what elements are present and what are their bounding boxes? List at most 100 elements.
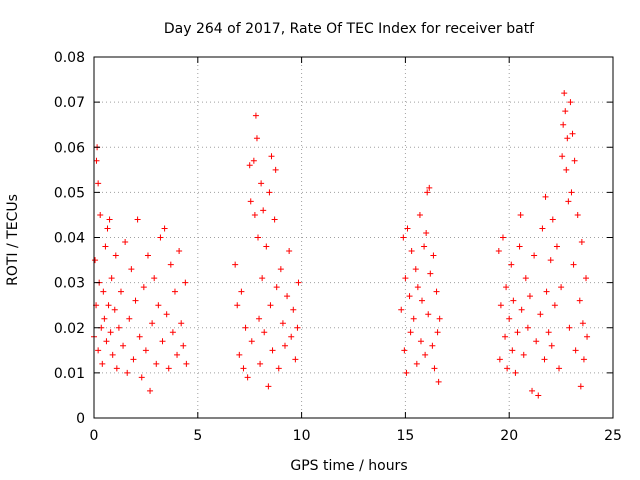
x-tick-label: 10 (293, 428, 311, 444)
data-point (522, 275, 529, 282)
data-point (426, 184, 433, 191)
data-point (107, 329, 114, 336)
data-point (292, 356, 299, 363)
data-point (412, 266, 419, 273)
data-point (109, 351, 116, 358)
data-point (547, 257, 554, 264)
y-tick-label: 0.07 (54, 95, 85, 111)
data-point (103, 338, 110, 345)
data-point (567, 99, 574, 106)
data-point (436, 315, 443, 322)
data-point (105, 302, 112, 309)
data-point (563, 166, 570, 173)
data-point (247, 198, 254, 205)
x-tick-label: 5 (193, 428, 202, 444)
data-point (545, 329, 552, 336)
data-point (134, 216, 141, 223)
data-point (560, 121, 567, 128)
y-tick-label: 0.05 (54, 185, 85, 201)
data-point (183, 360, 190, 367)
data-point (509, 347, 516, 354)
data-point (248, 338, 255, 345)
data-point (576, 297, 583, 304)
data-point (120, 342, 127, 349)
data-point (151, 275, 158, 282)
data-point (240, 365, 247, 372)
data-point (434, 329, 441, 336)
data-point (149, 320, 156, 327)
data-point (535, 392, 542, 399)
data-point (272, 166, 279, 173)
y-tick-label: 0.04 (54, 231, 85, 247)
data-point (517, 211, 524, 218)
data-point (238, 288, 245, 295)
data-point (244, 374, 251, 381)
data-point (549, 216, 556, 223)
data-point (496, 356, 503, 363)
data-point (157, 234, 164, 241)
data-point (502, 333, 509, 340)
x-tick-label: 20 (500, 428, 518, 444)
data-point (497, 302, 504, 309)
data-point (97, 211, 104, 218)
data-point (423, 229, 430, 236)
data-point (541, 356, 548, 363)
data-point (400, 234, 407, 241)
data-point (113, 365, 120, 372)
x-tick-labels: 0 5 10 15 20 25 (90, 428, 622, 444)
data-point (533, 338, 540, 345)
data-point (574, 211, 581, 218)
data-point (566, 324, 573, 331)
data-point (290, 306, 297, 313)
data-point (429, 342, 436, 349)
data-point (138, 374, 145, 381)
data-point (430, 252, 437, 259)
data-point (117, 288, 124, 295)
data-point (106, 216, 113, 223)
data-point (182, 279, 189, 286)
data-point (404, 225, 411, 232)
plot-frame (93, 56, 614, 419)
data-point (427, 270, 434, 277)
data-point (267, 302, 274, 309)
data-point (144, 252, 151, 259)
data-point (171, 288, 178, 295)
data-point (234, 302, 241, 309)
data-point (548, 342, 555, 349)
data-point (246, 162, 253, 169)
data-point (269, 347, 276, 354)
data-point (408, 248, 415, 255)
data-point (510, 297, 517, 304)
data-point (569, 130, 576, 137)
data-point (176, 248, 183, 255)
data-point (422, 351, 429, 358)
data-point (147, 387, 154, 394)
y-tick-label: 0.01 (54, 366, 85, 382)
data-point (584, 333, 591, 340)
data-point (570, 261, 577, 268)
data-point (419, 297, 426, 304)
x-tick-label: 15 (396, 428, 414, 444)
data-point (153, 360, 160, 367)
data-point (277, 266, 284, 273)
data-point (257, 360, 264, 367)
data-point (275, 365, 282, 372)
grid-lines (94, 57, 613, 418)
data-point (425, 311, 432, 318)
data-point (294, 324, 301, 331)
data-point (250, 157, 257, 164)
data-points (91, 90, 591, 399)
data-point (565, 198, 572, 205)
data-point (268, 153, 275, 160)
data-point (284, 293, 291, 300)
data-point (414, 284, 421, 291)
data-point (108, 275, 115, 282)
data-point (180, 342, 187, 349)
data-point (531, 252, 538, 259)
data-point (122, 239, 129, 246)
data-point (579, 320, 586, 327)
data-point (561, 90, 568, 97)
data-point (556, 365, 563, 372)
data-point (95, 180, 102, 187)
